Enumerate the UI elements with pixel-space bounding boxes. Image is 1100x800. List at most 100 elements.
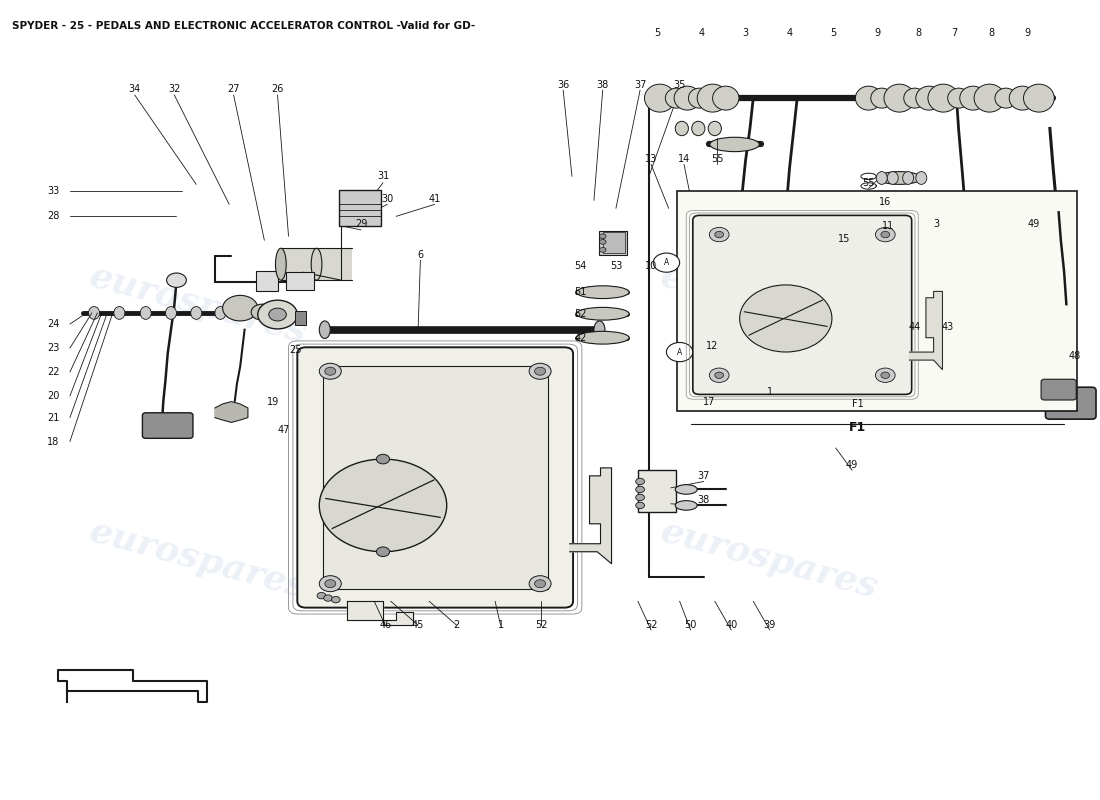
Bar — [295, 310, 306, 325]
Circle shape — [529, 576, 551, 592]
Polygon shape — [58, 670, 207, 702]
Circle shape — [881, 372, 890, 378]
Text: 46: 46 — [379, 620, 392, 630]
Ellipse shape — [916, 86, 943, 110]
Bar — [603, 232, 625, 253]
Text: 2: 2 — [453, 620, 460, 630]
Ellipse shape — [674, 86, 701, 110]
Text: 53: 53 — [609, 261, 623, 271]
Text: 24: 24 — [47, 319, 59, 329]
Text: 3: 3 — [934, 219, 939, 230]
Text: 39: 39 — [763, 620, 776, 630]
Ellipse shape — [576, 286, 629, 298]
Text: 49: 49 — [846, 461, 858, 470]
Text: 28: 28 — [47, 211, 59, 222]
Text: 48: 48 — [1069, 351, 1081, 361]
Text: 43: 43 — [942, 322, 954, 331]
Circle shape — [376, 454, 389, 464]
FancyBboxPatch shape — [696, 356, 771, 396]
Text: 8: 8 — [915, 28, 921, 38]
Text: 18: 18 — [47, 437, 59, 446]
Text: 52: 52 — [535, 620, 548, 630]
Circle shape — [267, 307, 287, 322]
Ellipse shape — [675, 122, 689, 136]
Text: 4: 4 — [786, 28, 793, 38]
Circle shape — [715, 372, 724, 378]
Ellipse shape — [960, 86, 986, 110]
Ellipse shape — [708, 122, 722, 136]
Text: 49: 49 — [1027, 219, 1040, 230]
Ellipse shape — [871, 88, 893, 108]
Ellipse shape — [675, 501, 697, 510]
Ellipse shape — [888, 171, 899, 184]
Text: 10: 10 — [645, 261, 657, 271]
Circle shape — [166, 273, 186, 287]
Circle shape — [636, 478, 645, 485]
Text: 30: 30 — [382, 194, 394, 204]
Ellipse shape — [675, 485, 697, 494]
Circle shape — [529, 363, 551, 379]
Text: 20: 20 — [47, 391, 59, 401]
Circle shape — [319, 459, 447, 552]
Text: 1: 1 — [497, 620, 504, 630]
Text: F1: F1 — [849, 421, 866, 434]
Text: eurospares: eurospares — [86, 258, 311, 350]
Ellipse shape — [165, 306, 176, 319]
Circle shape — [715, 231, 724, 238]
Polygon shape — [910, 291, 943, 370]
Text: 29: 29 — [355, 219, 367, 230]
Ellipse shape — [1009, 86, 1035, 110]
Text: 13: 13 — [645, 154, 657, 164]
Text: 5: 5 — [654, 28, 661, 38]
FancyBboxPatch shape — [1041, 379, 1076, 400]
Ellipse shape — [689, 88, 711, 108]
Ellipse shape — [710, 138, 759, 152]
Text: 16: 16 — [879, 197, 891, 207]
Circle shape — [600, 247, 606, 252]
Text: 12: 12 — [706, 341, 718, 350]
Text: 42: 42 — [574, 333, 587, 342]
Bar — [339, 190, 381, 226]
Text: 14: 14 — [678, 154, 690, 164]
Text: eurospares: eurospares — [658, 514, 882, 605]
Ellipse shape — [878, 171, 922, 184]
Text: 26: 26 — [272, 83, 284, 94]
Ellipse shape — [884, 84, 915, 112]
Text: 15: 15 — [838, 234, 850, 244]
Ellipse shape — [903, 171, 914, 184]
Text: 17: 17 — [703, 397, 715, 406]
Text: 50: 50 — [684, 620, 696, 630]
Circle shape — [319, 363, 341, 379]
Polygon shape — [346, 602, 412, 626]
Ellipse shape — [1023, 84, 1054, 112]
Text: 25: 25 — [289, 346, 301, 355]
Bar — [638, 470, 676, 512]
Text: A: A — [676, 347, 682, 357]
Text: 22: 22 — [47, 367, 59, 377]
Text: 9: 9 — [874, 28, 880, 38]
Bar — [255, 271, 277, 291]
Text: 52: 52 — [574, 309, 587, 318]
Ellipse shape — [994, 88, 1016, 108]
Circle shape — [710, 368, 729, 382]
Text: 55: 55 — [711, 154, 723, 164]
Ellipse shape — [856, 86, 882, 110]
Circle shape — [317, 593, 326, 599]
Ellipse shape — [576, 307, 629, 320]
Text: F1: F1 — [851, 399, 864, 409]
Bar — [322, 366, 548, 590]
Circle shape — [653, 253, 680, 272]
Ellipse shape — [697, 84, 728, 112]
Polygon shape — [214, 402, 248, 422]
Text: 31: 31 — [377, 171, 389, 182]
Text: 6: 6 — [417, 250, 424, 260]
Circle shape — [667, 342, 693, 362]
Circle shape — [876, 227, 895, 242]
Circle shape — [535, 367, 546, 375]
Circle shape — [600, 239, 606, 244]
Circle shape — [319, 576, 341, 592]
Ellipse shape — [666, 88, 688, 108]
Circle shape — [331, 597, 340, 603]
Ellipse shape — [713, 86, 739, 110]
Text: 52: 52 — [645, 620, 658, 630]
